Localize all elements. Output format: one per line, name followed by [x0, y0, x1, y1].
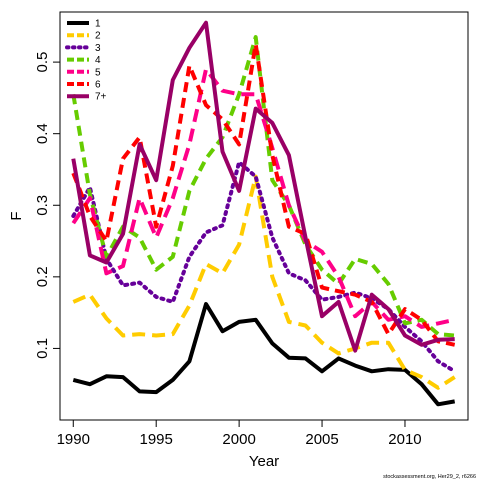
x-tick-label: 2010	[388, 431, 421, 448]
plot-frame	[59, 11, 469, 421]
x-tick-label: 2005	[305, 431, 338, 448]
series-line-6	[71, 42, 456, 347]
series-line-4	[71, 35, 455, 338]
legend-label: 6	[95, 80, 101, 91]
series-lines	[71, 20, 457, 407]
legend-label: 3	[95, 43, 101, 54]
series-line-1	[72, 302, 456, 407]
legend-label: 4	[95, 55, 101, 66]
x-tick-label: 1990	[57, 431, 90, 448]
legend-label: 5	[95, 67, 101, 78]
x-tick-label: 2000	[222, 431, 255, 448]
y-tick-label: 0.4	[34, 123, 51, 144]
y-tick-label: 0.1	[34, 338, 51, 359]
y-tick-label: 0.3	[34, 195, 51, 216]
legend-label: 1	[95, 19, 101, 30]
series-line-5	[71, 67, 456, 329]
x-tick-label: 1995	[140, 431, 173, 448]
y-axis: 0.1 0.2 0.3 0.4 0.5	[34, 52, 60, 359]
x-axis-title: Year	[249, 453, 279, 470]
legend-label: 2	[95, 31, 101, 42]
series-line-7plus	[71, 20, 455, 353]
y-tick-label: 0.5	[34, 52, 51, 73]
y-axis-title: F	[8, 211, 25, 220]
y-tick-label: 0.2	[34, 266, 51, 287]
footnote: stockassessment.org, Her29_2, r6266	[383, 474, 476, 480]
x-axis: 1990 1995 2000 2005 2010	[57, 420, 422, 448]
legend-label: 7+	[95, 92, 107, 103]
series-line-2	[72, 174, 456, 390]
